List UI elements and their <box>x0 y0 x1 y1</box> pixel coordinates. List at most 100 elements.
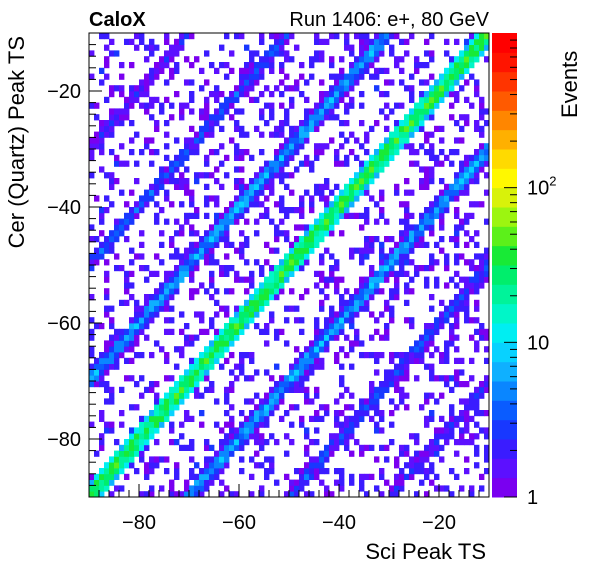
heatmap-cell <box>124 456 130 463</box>
heatmap-cell <box>424 207 430 214</box>
heatmap-cell <box>319 328 325 335</box>
heatmap-cell <box>124 473 130 480</box>
heatmap-cell <box>354 178 360 185</box>
heatmap-cell <box>314 154 320 161</box>
heatmap-cell <box>434 398 440 405</box>
heatmap-cell <box>349 433 355 440</box>
heatmap-cell <box>134 311 140 318</box>
heatmap-cell <box>249 96 255 103</box>
heatmap-cell <box>344 91 350 98</box>
heatmap-cell <box>429 253 435 260</box>
heatmap-cell <box>109 468 115 475</box>
heatmap-cell <box>99 230 105 237</box>
heatmap-cell <box>149 491 155 498</box>
heatmap-cell <box>129 38 135 45</box>
heatmap-cell <box>259 38 265 45</box>
heatmap-cell <box>369 125 375 132</box>
heatmap-cell <box>469 288 475 295</box>
heatmap-cell <box>464 398 470 405</box>
heatmap-cell <box>149 386 155 393</box>
heatmap-cell <box>184 56 190 63</box>
heatmap-cell <box>109 38 115 45</box>
heatmap-cell <box>174 253 180 260</box>
heatmap-cell <box>189 334 195 341</box>
heatmap-cell <box>304 241 310 248</box>
heatmap-cell <box>424 444 430 451</box>
heatmap-cell <box>139 439 145 446</box>
heatmap-cell <box>484 160 490 167</box>
heatmap-cell <box>419 224 425 231</box>
heatmap-cell <box>254 392 260 399</box>
heatmap-cell <box>324 450 330 457</box>
heatmap-cell <box>334 33 340 40</box>
heatmap-cell <box>104 33 110 40</box>
heatmap-cell <box>259 131 265 138</box>
heatmap-cell <box>284 473 290 480</box>
heatmap-cell <box>224 462 230 469</box>
heatmap-cell <box>379 241 385 248</box>
heatmap-cell <box>274 270 280 277</box>
heatmap-cell <box>159 305 165 312</box>
heatmap-cell <box>339 381 345 388</box>
heatmap-cell <box>409 241 415 248</box>
heatmap-cell <box>104 421 110 428</box>
heatmap-cell <box>334 73 340 80</box>
heatmap-cell <box>419 120 425 127</box>
heatmap-cell <box>144 44 150 51</box>
heatmap-cell <box>309 125 315 132</box>
heatmap-cell <box>104 236 110 243</box>
heatmap-cell <box>319 334 325 341</box>
heatmap-cell <box>464 468 470 475</box>
heatmap-cell <box>99 79 105 86</box>
heatmap-cell <box>194 357 200 364</box>
heatmap-cell <box>189 468 195 475</box>
heatmap-cell <box>114 108 120 115</box>
heatmap-cell <box>209 253 215 260</box>
heatmap-cell <box>174 137 180 144</box>
heatmap-cell <box>319 79 325 86</box>
heatmap-cell <box>224 386 230 393</box>
heatmap-cell <box>314 38 320 45</box>
heatmap-cell <box>294 369 300 376</box>
heatmap-cell <box>224 433 230 440</box>
heatmap-cell <box>439 178 445 185</box>
heatmap-cell <box>324 96 330 103</box>
heatmap-cell <box>214 473 220 480</box>
heatmap-cell <box>94 369 100 376</box>
heatmap-cell <box>289 288 295 295</box>
heatmap-cell <box>419 230 425 237</box>
heatmap-cell <box>449 334 455 341</box>
heatmap-cell <box>99 143 105 150</box>
heatmap-cell <box>134 328 140 335</box>
heatmap-cell <box>379 410 385 417</box>
heatmap-cell <box>344 137 350 144</box>
heatmap-cell <box>279 276 285 283</box>
heatmap-cell <box>149 468 155 475</box>
heatmap-cell <box>209 386 215 393</box>
heatmap-cell <box>364 247 370 254</box>
heatmap-cell <box>324 91 330 98</box>
heatmap-cell <box>269 392 275 399</box>
heatmap-cell <box>469 404 475 411</box>
heatmap-cell <box>289 265 295 272</box>
heatmap-cell <box>359 398 365 405</box>
heatmap-cell <box>479 154 485 161</box>
heatmap-cell <box>479 253 485 260</box>
heatmap-cell <box>219 270 225 277</box>
heatmap-cell <box>434 85 440 92</box>
heatmap-cell <box>284 38 290 45</box>
color-scale-segment <box>492 400 517 421</box>
heatmap-cell <box>389 311 395 318</box>
heatmap-cell <box>454 305 460 312</box>
heatmap-cell <box>259 73 265 80</box>
heatmap-cell <box>404 143 410 150</box>
heatmap-cell <box>454 67 460 74</box>
heatmap-cell <box>114 224 120 231</box>
heatmap-cell <box>374 172 380 179</box>
heatmap-cell <box>164 276 170 283</box>
heatmap-cell <box>394 479 400 486</box>
heatmap-cell <box>434 125 440 132</box>
heatmap-cell <box>454 450 460 457</box>
heatmap-cell <box>184 491 190 498</box>
heatmap-cell <box>184 189 190 196</box>
